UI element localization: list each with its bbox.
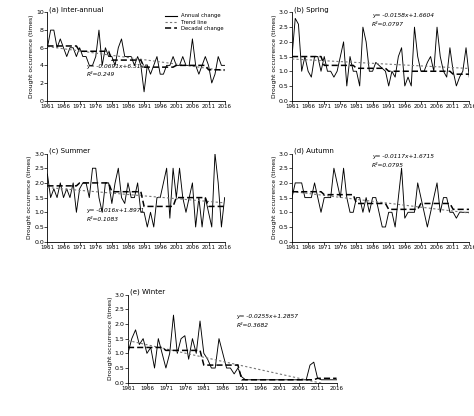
Text: R²=0.1083: R²=0.1083: [86, 217, 118, 222]
Y-axis label: Drought occurrence (times): Drought occurrence (times): [27, 156, 32, 239]
Y-axis label: Drought occurrence (times): Drought occurrence (times): [29, 15, 34, 98]
Text: R²=0.249: R²=0.249: [86, 72, 115, 77]
Text: y= -0.0158x+1.6604: y= -0.0158x+1.6604: [372, 13, 434, 18]
Y-axis label: Drought occurrence (times): Drought occurrence (times): [108, 297, 112, 380]
Y-axis label: Drought occurrence (times): Drought occurrence (times): [272, 15, 276, 98]
Text: R²=0.0795: R²=0.0795: [372, 163, 404, 168]
Text: y= -0.0117x+1.6715: y= -0.0117x+1.6715: [372, 154, 434, 159]
Text: y= -0.0255x+1.2857: y= -0.0255x+1.2857: [237, 314, 299, 319]
Legend: Annual change, Trend line, Decadal change: Annual change, Trend line, Decadal chang…: [165, 13, 224, 31]
Y-axis label: Drought occurrence (times): Drought occurrence (times): [272, 156, 276, 239]
Text: R²=0.0797: R²=0.0797: [372, 22, 404, 27]
Text: (a) Inter-annual: (a) Inter-annual: [49, 6, 103, 13]
Text: y= -0.016x+1.8971: y= -0.016x+1.8971: [86, 208, 145, 213]
Text: y= -0.0691x+6.5146: y= -0.0691x+6.5146: [86, 64, 148, 69]
Text: (b) Spring: (b) Spring: [294, 6, 328, 13]
Text: (e) Winter: (e) Winter: [130, 288, 165, 295]
Text: (c) Summer: (c) Summer: [49, 147, 91, 154]
Text: R²=0.3682: R²=0.3682: [237, 323, 268, 328]
Text: (d) Autumn: (d) Autumn: [294, 147, 334, 154]
